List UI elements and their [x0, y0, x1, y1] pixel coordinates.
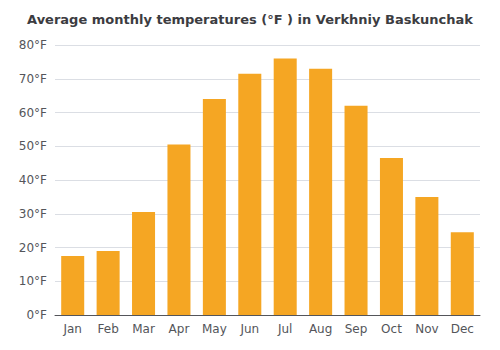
- svg-text:Jul: Jul: [277, 322, 292, 336]
- svg-text:50°F: 50°F: [19, 139, 47, 153]
- svg-text:Jan: Jan: [62, 322, 82, 336]
- svg-text:Apr: Apr: [169, 322, 190, 336]
- svg-text:Dec: Dec: [451, 322, 474, 336]
- svg-text:20°F: 20°F: [19, 241, 47, 255]
- svg-text:80°F: 80°F: [19, 38, 47, 52]
- svg-text:40°F: 40°F: [19, 173, 47, 187]
- svg-text:60°F: 60°F: [19, 106, 47, 120]
- svg-text:0°F: 0°F: [26, 308, 47, 322]
- svg-text:Aug: Aug: [309, 322, 332, 336]
- svg-text:70°F: 70°F: [19, 72, 47, 86]
- svg-text:Nov: Nov: [415, 322, 438, 336]
- svg-text:Jun: Jun: [239, 322, 259, 336]
- svg-text:10°F: 10°F: [19, 274, 47, 288]
- svg-text:Average monthly temperatures (: Average monthly temperatures (°F ) in Ve…: [27, 12, 473, 27]
- svg-text:Mar: Mar: [132, 322, 155, 336]
- svg-text:May: May: [202, 322, 227, 336]
- svg-text:30°F: 30°F: [19, 207, 47, 221]
- svg-text:Sep: Sep: [345, 322, 368, 336]
- svg-text:Oct: Oct: [381, 322, 402, 336]
- svg-text:Feb: Feb: [98, 322, 119, 336]
